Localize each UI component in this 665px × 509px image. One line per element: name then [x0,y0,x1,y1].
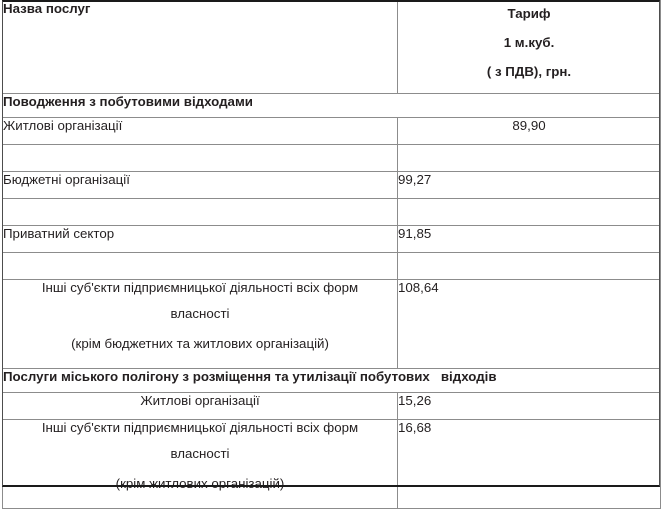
tariff-value-cell: 15,26 [397,392,661,420]
service-name-line2: власності [170,306,230,321]
service-name-cell-empty [2,252,398,280]
service-name-cell-multiline: Інші суб'єкти підприємницької діяльності… [2,419,398,509]
section-title-landfill-services: Послуги міського полігону з розміщення т… [2,368,661,393]
table-row: Інші суб'єкти підприємницької діяльності… [2,279,661,369]
table-row: Приватний сектор 91,85 [2,225,661,253]
service-name-line2: власності [170,446,230,461]
tariff-value-cell: 89,90 [397,117,661,145]
service-name-cell-empty [2,198,398,226]
tariff-value-cell-empty [397,198,661,226]
tariff-value-cell-empty [397,144,661,172]
service-name-cell: Житлові організації [2,392,398,420]
table-header-row: Назва послуг Тариф 1 м.куб. ( з ПДВ), гр… [2,0,661,94]
service-name-cell: Житлові організації [2,117,398,145]
service-name-cell-empty [2,144,398,172]
table-row: Житлові організації 15,26 [2,392,661,420]
table-row: Бюджетні організації 99,27 [2,171,661,199]
column-header-tariff-line3: ( з ПДВ), грн. [486,64,572,79]
table-row-spacer [2,144,661,172]
tariff-value-cell-empty [397,252,661,280]
column-header-tariff-line1: Тариф [507,6,551,21]
service-name-line3: (крім бюджетних та житлових організацій) [71,336,329,351]
section-header-row: Послуги міського полігону з розміщення т… [2,368,661,393]
service-name-line1: Інші суб'єкти підприємницької діяльності… [41,280,359,295]
service-name-line3: (крім житлових організацій) [115,476,285,491]
table-row-spacer [2,198,661,226]
section-header-row: Поводження з побутовими відходами [2,93,661,118]
service-name-cell: Бюджетні організації [2,171,398,199]
column-header-tariff: Тариф 1 м.куб. ( з ПДВ), грн. [397,0,661,94]
service-name-line1: Інші суб'єкти підприємницької діяльності… [41,420,359,435]
tariff-value-cell: 99,27 [397,171,661,199]
service-name-cell-multiline: Інші суб'єкти підприємницької діяльності… [2,279,398,369]
tariff-value-cell: 16,68 [397,419,661,509]
table-row: Інші суб'єкти підприємницької діяльності… [2,419,661,509]
tariff-value-cell: 108,64 [397,279,661,369]
table-row-spacer [2,252,661,280]
service-name-cell: Приватний сектор [2,225,398,253]
tariff-value-cell: 91,85 [397,225,661,253]
table-row: Житлові організації 89,90 [2,117,661,145]
column-header-service-name: Назва послуг [2,0,398,94]
column-header-tariff-line2: 1 м.куб. [503,35,555,50]
section-title-waste-handling: Поводження з побутовими відходами [2,93,661,118]
